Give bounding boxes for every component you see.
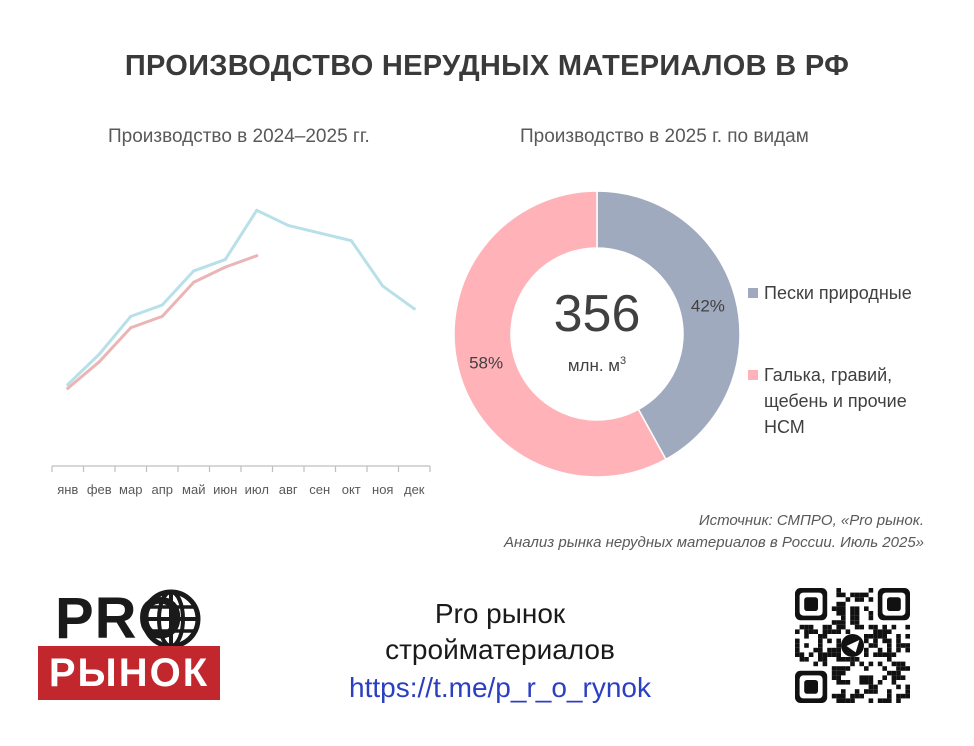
legend-swatch-gravel	[748, 370, 758, 380]
donut-label-0: 42%	[691, 297, 725, 316]
donut-label-1: 58%	[469, 353, 503, 372]
page-title: ПРОИЗВОДСТВО НЕРУДНЫХ МАТЕРИАЛОВ В РФ	[124, 50, 850, 82]
source-note: Источник: СМПРО, «Pro рынок. Анализ рынк…	[504, 510, 924, 554]
source-line1: Источник: СМПРО, «Pro рынок.	[698, 512, 924, 529]
telegram-link[interactable]: https://t.me/p_r_o_rynok	[349, 672, 651, 703]
x-tick-label-3: апр	[152, 482, 174, 497]
series-line-0	[66, 208, 416, 387]
series-0-point-11	[412, 307, 416, 311]
footer-line2: стройматериалов	[385, 634, 615, 665]
x-tick-label-4: май	[182, 482, 205, 497]
donut-center-unit: млн. м3	[568, 355, 626, 375]
series-0-point-6	[255, 208, 259, 212]
series-0-point-9	[349, 239, 353, 243]
x-tick-label-5: июн	[213, 482, 237, 497]
donut-slice-1	[453, 190, 667, 478]
series-0-point-8	[318, 231, 322, 235]
series-1-point-4	[192, 280, 196, 284]
x-tick-label-9: окт	[342, 482, 361, 497]
legend-swatch-sand	[748, 288, 758, 298]
series-1-point-3	[160, 314, 164, 318]
series-0-point-2	[129, 314, 133, 318]
donut-slice-0	[596, 190, 741, 461]
series-1-point-2	[129, 326, 133, 330]
x-tick-label-2: мар	[119, 482, 142, 497]
qr-code-icon	[795, 588, 910, 703]
donut-center-value: 356	[554, 285, 641, 343]
x-tick-label-6: июл	[245, 482, 269, 497]
logo-rynok-badge: РЫНОК	[38, 646, 220, 700]
x-tick-label-7: авг	[279, 482, 298, 497]
globe-icon	[141, 589, 201, 649]
legend-label-gravel-line2: щебень и прочие	[764, 391, 907, 411]
x-tick-label-1: фев	[87, 482, 112, 497]
series-0-point-3	[160, 303, 164, 307]
line-chart-subtitle: Производство в 2024–2025 гг.	[108, 126, 370, 147]
legend-item-sand: Пески природные	[748, 280, 912, 306]
series-0-point-5	[223, 258, 227, 262]
series-0-point-7	[286, 223, 290, 227]
legend-label-gravel: Галька, гравий, щебень и прочие НСМ	[764, 362, 907, 440]
legend-item-gravel: Галька, гравий, щебень и прочие НСМ	[748, 362, 907, 440]
legend-label-gravel-line3: НСМ	[764, 417, 805, 437]
series-1-point-0	[66, 386, 70, 390]
series-line-1	[66, 254, 259, 390]
x-tick-label-0: янв	[57, 482, 78, 497]
x-tick-label-11: дек	[404, 482, 425, 497]
legend-label-gravel-line1: Галька, гравий,	[764, 365, 893, 385]
series-0-point-1	[97, 352, 101, 356]
donut-chart-subtitle: Производство в 2025 г. по видам	[520, 126, 809, 147]
legend-label-sand: Пески природные	[764, 283, 912, 303]
series-0-point-0	[66, 383, 70, 387]
series-0-point-10	[381, 284, 385, 288]
footer-line1: Pro рынок	[434, 598, 566, 629]
series-1-point-5	[223, 265, 227, 269]
series-1-point-6	[255, 254, 259, 258]
x-tick-label-10: ноя	[372, 482, 393, 497]
line-chart: янв фев мар апр май июн июл авг сен окт ноя дек	[51, 208, 431, 497]
source-line2: Анализ рынка нерудных материалов в Росси…	[503, 534, 924, 551]
series-0-point-4	[192, 269, 196, 273]
series-1-point-1	[97, 360, 101, 364]
x-tick-label-8: сен	[309, 482, 330, 497]
